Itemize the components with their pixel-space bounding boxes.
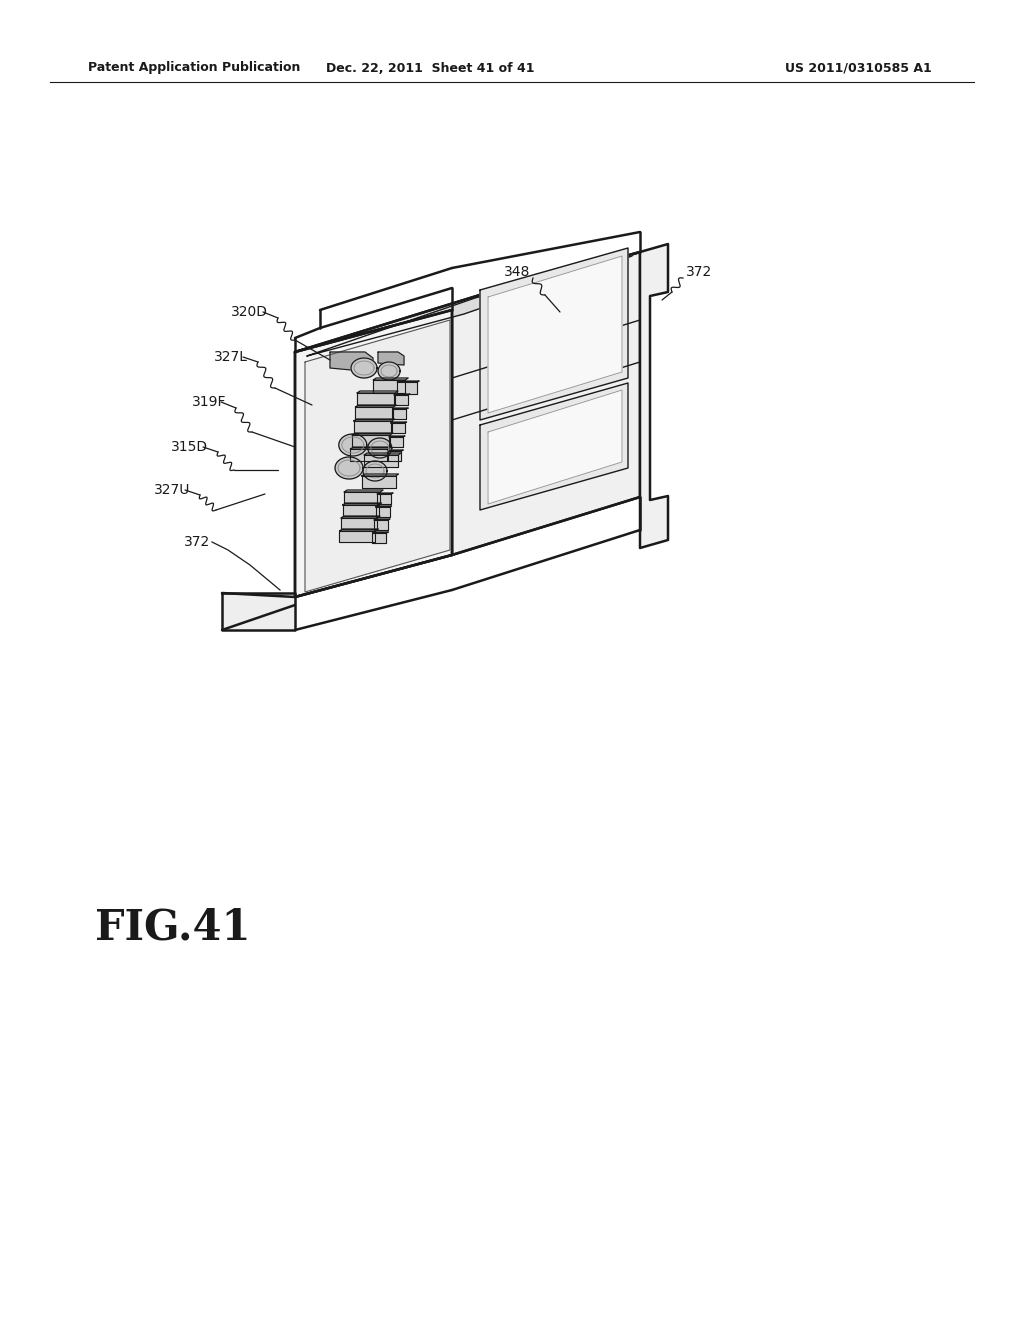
Polygon shape [344,492,380,503]
Polygon shape [353,421,391,433]
Polygon shape [378,352,404,366]
Polygon shape [341,517,377,529]
Polygon shape [373,533,386,543]
Polygon shape [295,310,452,597]
Polygon shape [307,256,632,356]
Polygon shape [351,358,377,378]
Polygon shape [480,248,628,420]
Polygon shape [387,451,401,461]
Polygon shape [352,436,390,447]
Text: 320D: 320D [231,305,268,319]
Polygon shape [377,494,391,504]
Polygon shape [452,252,640,554]
Polygon shape [357,393,395,405]
Text: 319F: 319F [191,395,226,409]
Text: 327L: 327L [214,350,248,364]
Polygon shape [330,352,373,372]
Polygon shape [488,389,622,504]
Polygon shape [222,593,295,630]
Polygon shape [373,378,409,380]
Polygon shape [350,449,388,461]
Polygon shape [361,477,395,488]
Polygon shape [391,422,404,433]
Text: 315D: 315D [171,440,208,454]
Polygon shape [335,457,364,479]
Text: Dec. 22, 2011  Sheet 41 of 41: Dec. 22, 2011 Sheet 41 of 41 [326,62,535,74]
Text: 327U: 327U [154,483,190,498]
Polygon shape [350,447,391,449]
Polygon shape [343,506,379,516]
Polygon shape [343,503,382,506]
Text: US 2011/0310585 A1: US 2011/0310585 A1 [784,62,932,74]
Polygon shape [392,409,407,418]
Polygon shape [480,383,628,510]
Polygon shape [365,455,398,467]
Text: Patent Application Publication: Patent Application Publication [88,62,300,74]
Polygon shape [376,507,389,517]
Polygon shape [368,438,392,458]
Polygon shape [341,516,380,517]
Polygon shape [295,252,640,352]
Polygon shape [394,395,408,405]
Text: FIG.41: FIG.41 [95,907,251,949]
Polygon shape [374,520,388,531]
Text: 348: 348 [504,265,530,279]
Polygon shape [397,381,417,393]
Polygon shape [352,433,393,436]
Polygon shape [378,362,400,380]
Polygon shape [373,380,406,393]
Polygon shape [355,407,393,418]
Polygon shape [344,490,383,492]
Polygon shape [365,453,401,455]
Polygon shape [640,244,668,548]
Polygon shape [340,531,376,543]
Polygon shape [488,256,622,413]
Text: 372: 372 [183,535,210,549]
Polygon shape [357,391,398,393]
Polygon shape [339,434,367,455]
Polygon shape [353,418,394,421]
Polygon shape [355,405,396,407]
Polygon shape [295,310,452,597]
Polygon shape [305,319,450,591]
Polygon shape [361,474,398,477]
Polygon shape [340,529,379,531]
Polygon shape [364,461,387,480]
Polygon shape [389,437,403,447]
Text: 372: 372 [686,265,713,279]
